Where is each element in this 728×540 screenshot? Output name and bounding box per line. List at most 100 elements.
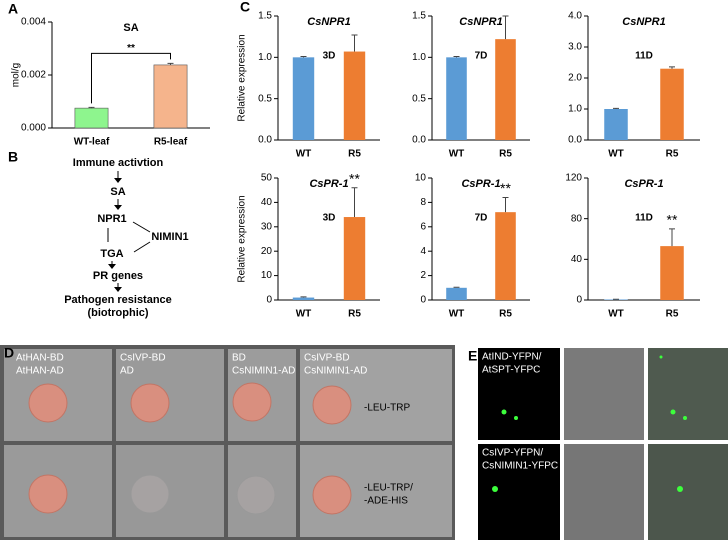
signal (514, 416, 518, 420)
construct-label: BD (232, 353, 246, 364)
y-tick-label: 1.5 (412, 11, 426, 22)
chart-title: CsPR-1 (309, 178, 348, 190)
colony (130, 383, 170, 423)
y-tick-label: 1.5 (258, 11, 272, 22)
node: PR genes (93, 270, 143, 282)
error-bar (502, 15, 509, 40)
brightfield-image (564, 348, 644, 440)
colony (312, 385, 352, 425)
medium-label: -LEU-TRP (364, 403, 410, 414)
bar (604, 109, 628, 140)
x-tick-label: WT-leaf (74, 137, 110, 148)
x-tick-label: R5 (348, 309, 361, 320)
y-tick-label: 0.0 (258, 135, 272, 146)
error-bar (669, 66, 675, 69)
panel-label: A (8, 1, 18, 17)
bar (660, 68, 684, 140)
y-tick-label: 2 (420, 270, 426, 281)
merged-image (648, 444, 728, 540)
y-tick-label: 80 (571, 213, 583, 224)
x-tick-label: R5 (499, 309, 512, 320)
construct-label: CsNIMIN1-AD (304, 366, 367, 377)
signal (677, 486, 683, 492)
y-axis-label: mol/g (11, 63, 22, 87)
error-bar (453, 56, 460, 58)
significance: ** (500, 180, 511, 196)
error-bar (351, 34, 358, 52)
inhibit-line (132, 221, 151, 233)
construct-label: CsIVP-BD (120, 353, 166, 364)
bar (495, 39, 516, 140)
construct-label: CsNIMIN1-YFPC (482, 461, 558, 472)
y-tick-label: 0.5 (412, 93, 426, 104)
construct-label: AtHAN-BD (16, 353, 64, 364)
panel-label: D (4, 345, 14, 361)
construct-label: CsIVP-BD (304, 353, 350, 364)
chart-subtitle: 7D (475, 213, 488, 224)
x-tick-label: WT (449, 149, 465, 160)
colony (28, 383, 68, 423)
error-bar (300, 56, 307, 58)
chart-subtitle: 11D (635, 51, 653, 62)
fluorescence-image (478, 444, 560, 540)
error-bar (351, 187, 358, 218)
node: SA (110, 186, 125, 198)
signal (492, 486, 498, 492)
node: TGA (100, 248, 123, 260)
chart-title: CsNPR1 (307, 16, 350, 28)
y-tick-label: 1.0 (412, 52, 426, 63)
brightfield-image (564, 444, 644, 540)
construct-label: AD (120, 366, 134, 377)
chart-subtitle: 3D (323, 213, 336, 224)
bar (495, 212, 516, 300)
y-tick-label: 0.000 (21, 123, 46, 134)
x-tick-label: WT (296, 309, 312, 320)
panel-label: C (240, 0, 250, 15)
construct-label: AtSPT-YFPC (482, 365, 540, 376)
x-tick-label: WT (449, 309, 465, 320)
bifc-panel: E AtIND-YFPN/ AtSPT-YFPC CsIVP-YFPN/ CsN… (468, 348, 728, 540)
y-tick-label: 0.0 (412, 135, 426, 146)
pathway-diagram: Immune activtion SA NPR1 NIMIN1 TGA PR g… (64, 157, 188, 319)
error-bar (669, 228, 675, 247)
error-bar (613, 107, 619, 109)
colony (232, 382, 272, 422)
y-tick-label: 0 (266, 295, 272, 306)
node: NPR1 (97, 213, 126, 225)
y-tick-label: 20 (261, 246, 273, 257)
significance-bracket (91, 52, 171, 104)
colony (312, 475, 352, 515)
bar (446, 287, 467, 300)
y-tick-label: 0 (576, 295, 582, 306)
arrow-head (114, 287, 122, 292)
node: Pathogen resistance (64, 294, 172, 306)
inhibit-line (133, 241, 151, 253)
error-bar (300, 296, 307, 298)
bar (292, 57, 315, 141)
merged-image (648, 348, 728, 440)
x-tick-label: R5 (348, 149, 361, 160)
y-tick-label: 40 (571, 254, 583, 265)
significance: ** (667, 212, 678, 228)
construct-label: AtHAN-AD (16, 366, 64, 377)
chart-subtitle: 11D (635, 213, 653, 224)
y-tick-label: 0.5 (258, 93, 272, 104)
x-tick-label: WT (608, 309, 624, 320)
y-tick-label: 4 (420, 246, 426, 257)
y-tick-label: 2.0 (568, 73, 582, 84)
signal (659, 355, 663, 359)
y-tick-label: 0.004 (21, 17, 46, 28)
x-tick-label: WT (296, 149, 312, 160)
error-bar (453, 286, 460, 288)
panel-label: B (8, 149, 18, 165)
chart-title: CsPR-1 (461, 178, 500, 190)
node: Immune activtion (73, 157, 164, 169)
x-tick-label: R5 (499, 149, 512, 160)
bar (343, 217, 366, 300)
bar (660, 246, 684, 300)
y-tick-label: 30 (261, 221, 273, 232)
colony (28, 474, 68, 514)
y-tick-label: 6 (420, 221, 426, 232)
